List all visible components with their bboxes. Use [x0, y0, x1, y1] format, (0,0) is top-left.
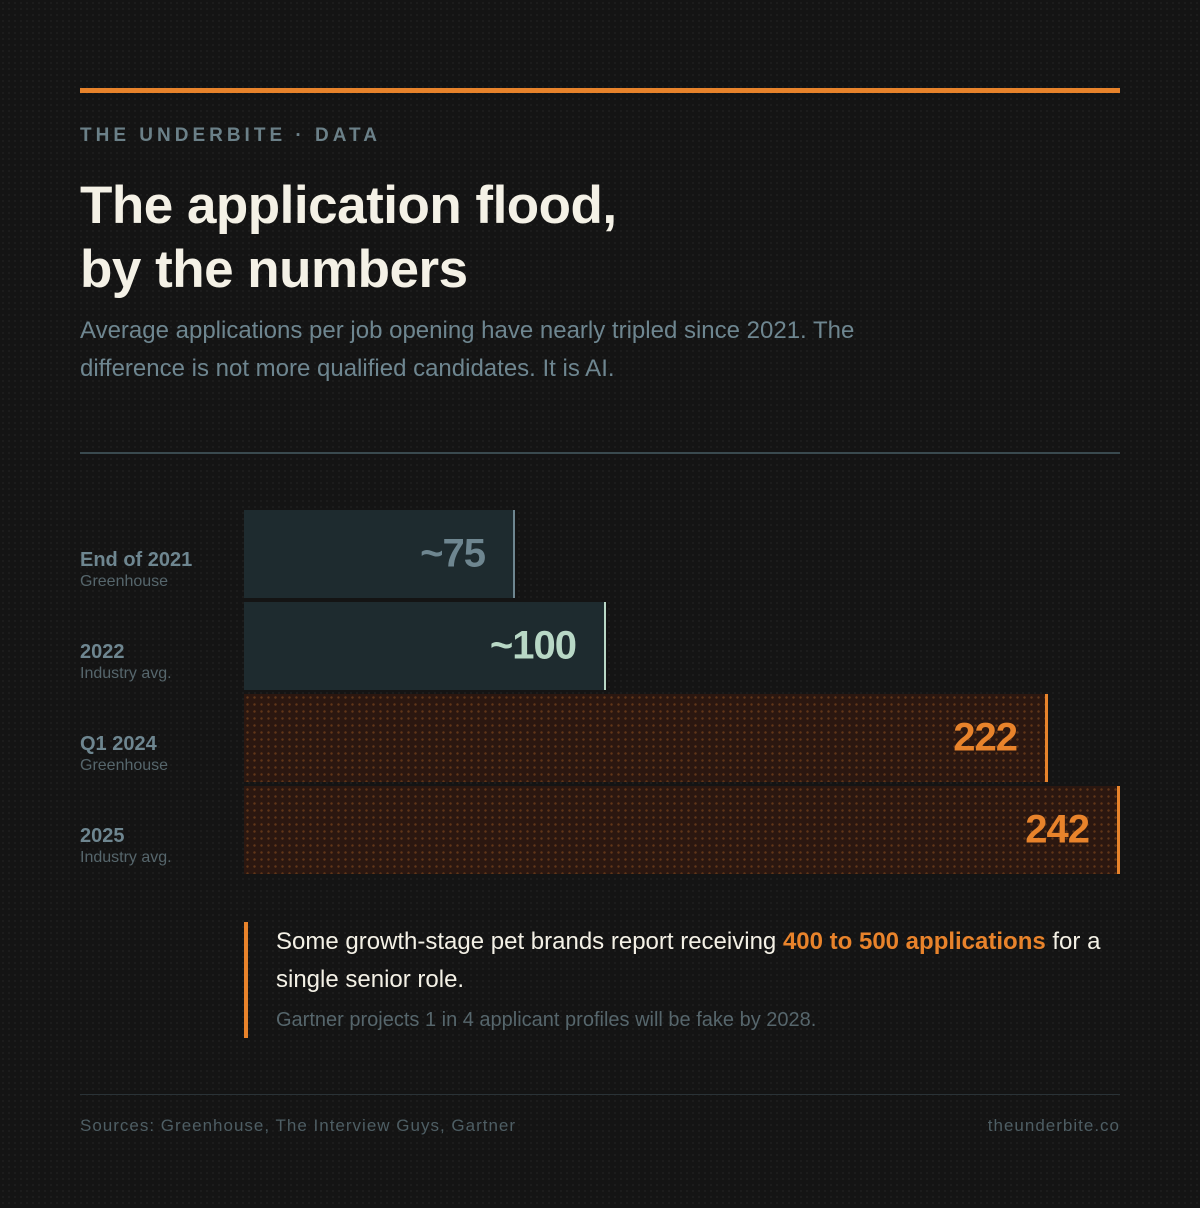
- callout-highlight: 400 to 500 applications: [782, 928, 1046, 955]
- category-name: 2022: [80, 641, 125, 663]
- page-title: The application flood, by the numbers: [80, 174, 617, 302]
- footer-site-link[interactable]: theunderbite.co: [987, 1116, 1120, 1135]
- category-label: End of 2021 Greenhouse: [80, 548, 240, 592]
- callout-text: Some growth-stage pet brands report rece…: [276, 922, 1120, 999]
- bar-value-label: 242: [1025, 807, 1090, 852]
- bar-value-label: ~100: [489, 623, 577, 668]
- category-source: Greenhouse: [80, 757, 169, 774]
- callout: Some growth-stage pet brands report rece…: [244, 922, 1120, 1038]
- category-source: Industry avg.: [80, 849, 172, 866]
- category-source: Greenhouse: [80, 573, 169, 590]
- bar: 242: [244, 786, 1120, 874]
- category-source: Industry avg.: [80, 665, 172, 682]
- footer-rule: [80, 1094, 1120, 1095]
- bar-value-label: 222: [953, 715, 1018, 760]
- title-line-2: by the numbers: [80, 240, 468, 299]
- category-label: 2025 Industry avg.: [80, 824, 240, 868]
- subtitle: Average applications per job opening hav…: [80, 317, 855, 382]
- category-label: 2022 Industry avg.: [80, 640, 240, 684]
- section-divider: [80, 452, 1120, 454]
- callout-text-before: Some growth-stage pet brands report rece…: [276, 928, 783, 955]
- category-name: End of 2021: [80, 549, 193, 571]
- bar: ~100: [244, 602, 606, 690]
- kicker: THE UNDERBITE · DATA: [80, 125, 381, 146]
- category-name: Q1 2024: [80, 733, 157, 755]
- callout-text-after: for a single senior role.: [276, 928, 1101, 993]
- bar-value-label: ~75: [420, 531, 486, 576]
- top-accent-rule: [80, 88, 1120, 93]
- callout-note: Gartner projects 1 in 4 applicant profil…: [276, 1009, 817, 1031]
- bar: 222: [244, 694, 1048, 782]
- footer-sources: Sources: Greenhouse, The Interview Guys,…: [80, 1116, 517, 1135]
- category-name: 2025: [80, 825, 125, 847]
- title-line-1: The application flood,: [80, 176, 617, 235]
- category-label: Q1 2024 Greenhouse: [80, 732, 240, 776]
- bar: ~75: [244, 510, 515, 598]
